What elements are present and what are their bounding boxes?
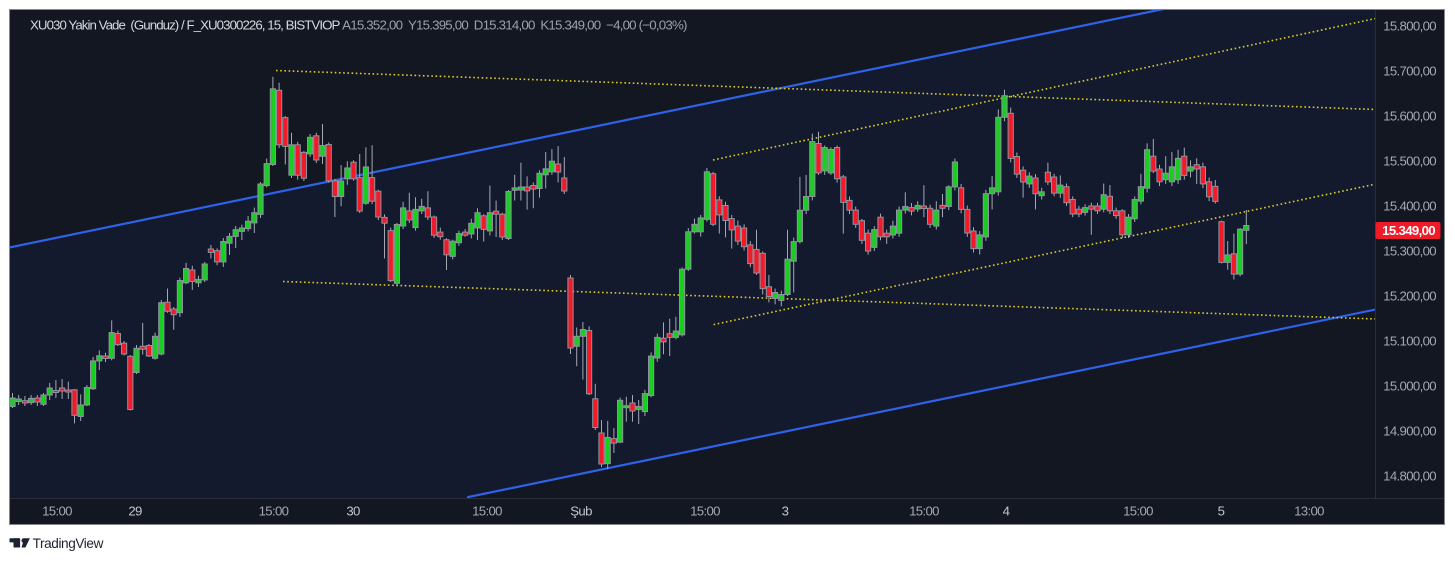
- svg-text:15:00: 15:00: [690, 504, 720, 519]
- svg-text:15.700,00: 15.700,00: [1383, 64, 1436, 79]
- svg-text:15:00: 15:00: [42, 504, 72, 519]
- svg-text:3: 3: [782, 504, 789, 519]
- svg-text:15.800,00: 15.800,00: [1383, 19, 1436, 34]
- svg-text:15.349,00: 15.349,00: [1382, 223, 1435, 238]
- svg-text:15.500,00: 15.500,00: [1383, 154, 1436, 169]
- svg-text:15.600,00: 15.600,00: [1383, 109, 1436, 124]
- svg-text:15.200,00: 15.200,00: [1383, 289, 1436, 304]
- svg-text:15.400,00: 15.400,00: [1383, 199, 1436, 214]
- svg-text:14.900,00: 14.900,00: [1383, 424, 1436, 439]
- svg-text:14.800,00: 14.800,00: [1383, 469, 1436, 484]
- svg-text:5: 5: [1218, 504, 1225, 519]
- svg-text:15:00: 15:00: [909, 504, 939, 519]
- svg-text:15:00: 15:00: [259, 504, 289, 519]
- svg-text:15:00: 15:00: [1123, 504, 1153, 519]
- svg-text:Şub: Şub: [570, 504, 592, 519]
- svg-text:15.000,00: 15.000,00: [1383, 379, 1436, 394]
- svg-text:13:00: 13:00: [1294, 504, 1324, 519]
- svg-text:4: 4: [1003, 504, 1010, 519]
- svg-text:15:00: 15:00: [472, 504, 502, 519]
- svg-text:29: 29: [128, 504, 142, 519]
- svg-text:TradingView: TradingView: [33, 536, 104, 551]
- svg-text:30: 30: [346, 504, 360, 519]
- svg-text:15.100,00: 15.100,00: [1383, 334, 1436, 349]
- svg-text:XU030 Yakin Vade (Gunduz) / F: XU030 Yakin Vade (Gunduz) / F_XU0300226,…: [30, 18, 687, 33]
- svg-text:15.300,00: 15.300,00: [1383, 244, 1436, 259]
